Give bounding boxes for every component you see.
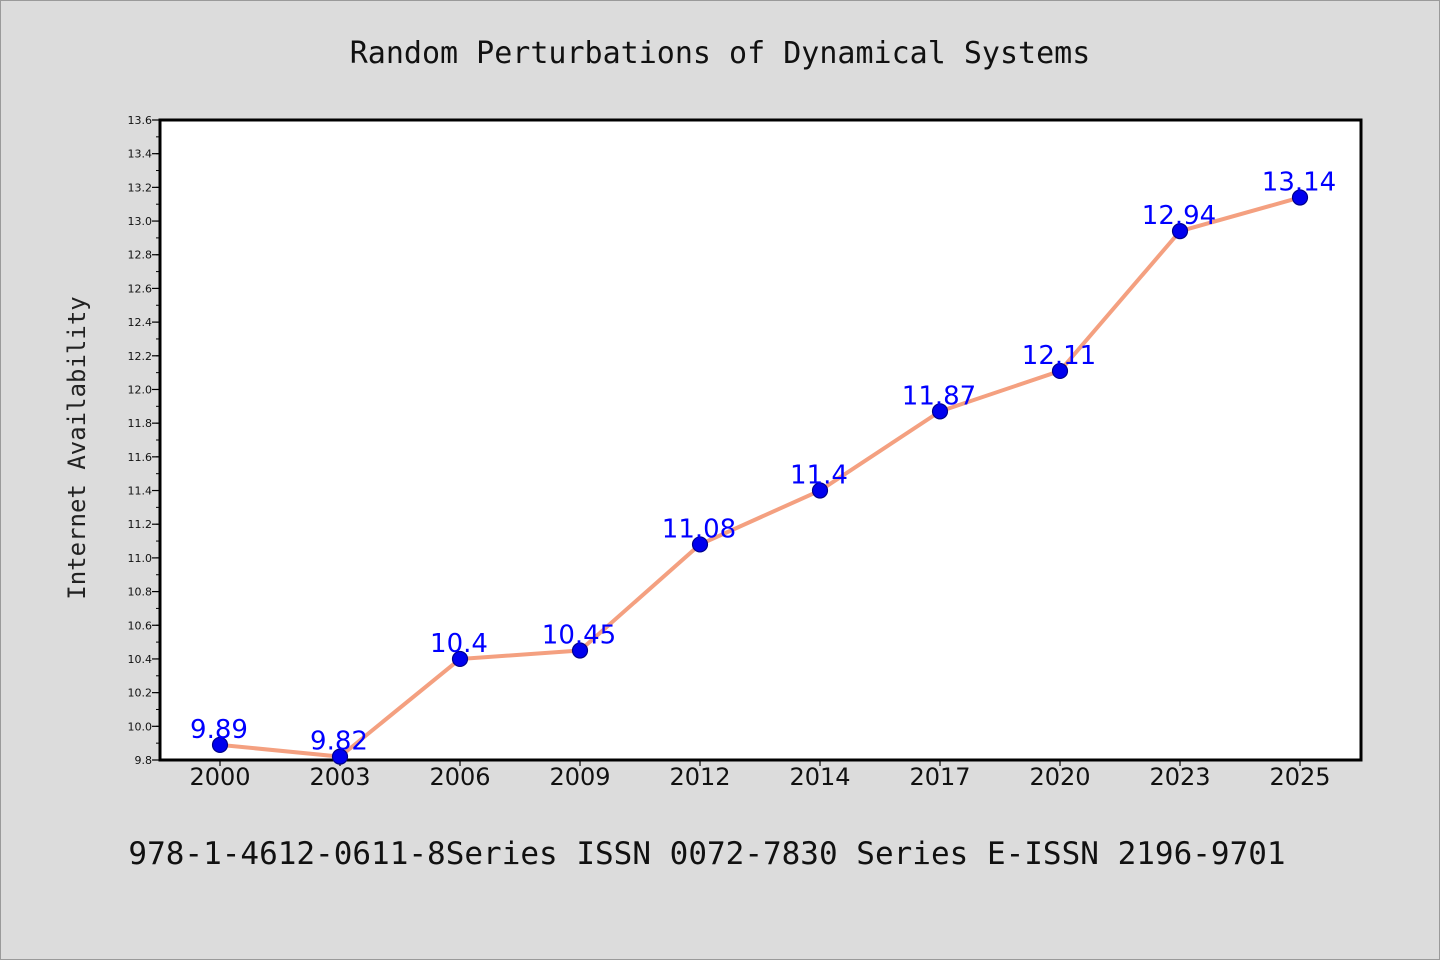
y-tick-label: 11.4 xyxy=(128,485,153,498)
x-tick-label: 2012 xyxy=(669,763,730,791)
y-tick-label: 10.2 xyxy=(128,687,153,700)
x-tick-label: 2000 xyxy=(189,763,250,791)
data-point-marker xyxy=(1051,362,1069,380)
data-point-marker xyxy=(1291,189,1309,206)
y-tick-label: 10.0 xyxy=(128,720,153,733)
data-point-marker xyxy=(451,650,469,668)
data-point-marker xyxy=(931,403,949,420)
y-tick-label: 11.8 xyxy=(128,417,153,430)
series-line xyxy=(219,195,1301,759)
y-tick-label: 10.8 xyxy=(128,586,153,599)
data-label: 11.4 xyxy=(790,461,848,491)
x-tick-label: 2009 xyxy=(549,763,610,791)
y-axis: 9.8 10.0 10.2 10.4 10.6 10.8 11.0 11.2 11.4 11.6 1… xyxy=(128,114,160,767)
x-tick-label: 2006 xyxy=(429,763,490,791)
x-tick-label: 2014 xyxy=(789,763,850,791)
y-tick-label: 11.6 xyxy=(128,451,153,464)
data-label: 10.4 xyxy=(430,629,488,659)
y-tick-label: 13.0 xyxy=(128,215,153,228)
x-axis: 2000 2003 2006 2009 2012 2014 2017 2020 2023 2025 xyxy=(189,760,1331,791)
plot-area xyxy=(158,118,1363,762)
x-tick-label: 2025 xyxy=(1269,763,1330,791)
x-tick-label: 2003 xyxy=(309,763,370,791)
x-tick-label: 2020 xyxy=(1029,763,1090,791)
data-label: 12.11 xyxy=(1022,341,1096,371)
data-label: 10.45 xyxy=(542,621,616,651)
y-tick-label: 13.6 xyxy=(128,114,153,127)
y-tick-label: 12.2 xyxy=(128,350,153,363)
data-label: 11.08 xyxy=(662,514,736,544)
data-label: 11.87 xyxy=(902,381,976,411)
marker-layer xyxy=(211,189,1309,765)
data-point-marker xyxy=(691,536,709,553)
data-point-marker xyxy=(1171,223,1189,240)
data-label-layer: 9.89 9.82 10.4 10.45 11.08 11.4 11.87 12.11 12.9… xyxy=(190,167,1336,756)
data-point-marker xyxy=(211,736,229,753)
data-label: 9.82 xyxy=(310,727,368,757)
y-tick-label: 9.8 xyxy=(135,754,153,767)
y-tick-label: 12.8 xyxy=(128,249,153,262)
x-tick-label: 2023 xyxy=(1149,763,1210,791)
chart-title: Random Perturbations of Dynamical System… xyxy=(350,36,1091,71)
footer-text: 978-1-4612-0611-8Series ISSN 0072-7830 S… xyxy=(128,836,1285,872)
y-tick-label: 10.4 xyxy=(128,653,153,666)
y-tick-label: 12.0 xyxy=(128,383,153,396)
y-tick-label: 11.0 xyxy=(128,552,153,565)
series-line-layer xyxy=(219,195,1301,759)
y-tick-label: 13.2 xyxy=(128,181,153,194)
data-label: 12.94 xyxy=(1142,201,1216,231)
data-point-marker xyxy=(331,748,349,765)
data-point-marker xyxy=(571,642,589,659)
data-label: 13.14 xyxy=(1262,167,1336,197)
data-point-marker xyxy=(811,482,829,499)
data-label: 9.89 xyxy=(190,715,248,745)
y-tick-label: 12.4 xyxy=(128,316,153,329)
y-tick-label: 12.6 xyxy=(128,282,153,295)
y-tick-label: 13.4 xyxy=(128,148,153,161)
y-tick-label: 10.6 xyxy=(128,619,153,632)
x-tick-label: 2017 xyxy=(909,763,970,791)
y-tick-label: 11.2 xyxy=(128,518,153,531)
y-axis-label: Internet Availability xyxy=(63,296,91,599)
